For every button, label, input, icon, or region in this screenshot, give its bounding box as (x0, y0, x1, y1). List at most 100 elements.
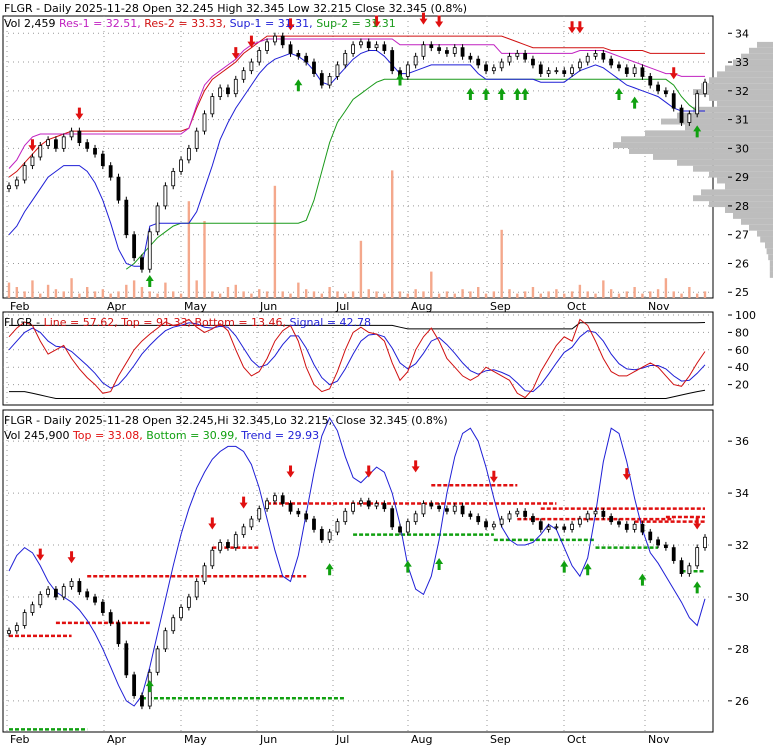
candle-body-85 (671, 547, 676, 562)
volume-bar-70 (555, 289, 558, 298)
candle-body-12 (100, 601, 105, 613)
volume-bar-20 (164, 282, 167, 298)
candle-body-10 (85, 142, 90, 149)
trend-buy-arrow-4 (560, 560, 569, 573)
candle-body-48 (382, 503, 387, 510)
candle-body-53 (421, 503, 426, 515)
y-tick-label-0: 25 (735, 286, 749, 299)
panel-price: 25 26 27 28 29 30 31 32 33 34 Feb Apr May Jun Jul Aug Se… (2, 2, 773, 313)
price-header-line2: Vol 2,459 Res-1 = 32.51, Res-2 = 33.33, … (4, 17, 396, 30)
volume-bar-87 (688, 287, 691, 298)
candle-body-51 (405, 64, 410, 77)
panel-price-frame (2, 15, 714, 299)
candle-body-51 (405, 521, 410, 533)
candle-body-76 (601, 53, 606, 60)
volume-bar-30 (242, 291, 245, 298)
candle-body-84 (663, 544, 668, 549)
osc-signal-val: Signal = 42.78 (290, 316, 372, 329)
candle-body-75 (593, 510, 598, 515)
candle-body-66 (523, 53, 528, 60)
candle-body-12 (100, 153, 105, 167)
candle-body-82 (648, 531, 653, 541)
osc-top-line (9, 322, 706, 330)
volume-bar-2 (23, 291, 26, 298)
x-tick-label-6: Sep (490, 300, 511, 313)
y-tick-label-2: 30 (735, 591, 749, 604)
y-tick-label-1: 26 (735, 257, 749, 270)
volume-bar-73 (578, 284, 582, 298)
volume-bar-50 (398, 291, 402, 298)
candle-body-83 (656, 539, 660, 546)
y-tick-label-3: 80 (735, 326, 749, 339)
candle-body-57 (452, 47, 457, 54)
volume-bar-61 (484, 293, 488, 298)
trend-buy-arrow-2 (403, 560, 412, 573)
candle-body-42 (335, 521, 340, 533)
volume-profile-bar-23 (717, 177, 773, 184)
y-tick-label-3: 32 (735, 539, 749, 552)
candle-body-13 (108, 165, 113, 178)
buy-arrow-8 (614, 87, 623, 100)
trend-levels (9, 484, 705, 731)
candle-body-23 (186, 596, 191, 608)
buy-arrow-5 (497, 87, 506, 100)
buy-arrow-0 (145, 274, 154, 287)
volume-bar-4 (39, 293, 42, 298)
trend-buy-arrow-0 (145, 680, 154, 693)
volume-bar-54 (430, 271, 433, 298)
candle-body-37 (296, 510, 301, 515)
candle-body-25 (202, 565, 207, 582)
sup1-line (8, 50, 705, 267)
candle-body-39 (312, 61, 316, 74)
volume-bars (7, 170, 707, 298)
volume-profile-bar-32 (757, 230, 773, 237)
sell-arrow-2 (231, 47, 240, 60)
volume-bar-7 (62, 291, 65, 298)
volume-bar-35 (281, 291, 284, 298)
x-tick-label-3: Jun (259, 733, 277, 745)
volume-bar-34 (273, 185, 277, 298)
candle-body-80 (632, 67, 637, 74)
trend-ticker: FLGR (4, 414, 33, 427)
candle-body-3 (30, 604, 35, 613)
sell-arrow-10 (669, 67, 678, 80)
buy-arrow-1 (294, 79, 303, 92)
volume-bar-78 (617, 293, 621, 298)
volume-bar-60 (477, 287, 480, 298)
volume-bar-48 (383, 293, 386, 298)
trend-vol: Vol 245,900 (4, 429, 73, 442)
candle-body-35 (280, 495, 285, 504)
candle-body-87 (687, 565, 692, 574)
volume-bar-59 (469, 291, 472, 298)
trend-sell-arrow-1 (67, 551, 76, 564)
sell-arrow-4 (286, 18, 295, 31)
candle-body-19 (155, 648, 160, 673)
price-desc: - Daily 2025-11-28 Open 32.245 High 32.3… (33, 2, 467, 15)
volume-bar-66 (523, 291, 527, 298)
osc-header: FLGR - Line = 57.62, Top = 91.33, Bottom… (4, 316, 371, 329)
candle-body-38 (304, 55, 309, 63)
candle-body-23 (186, 147, 191, 161)
candle-body-45 (359, 500, 363, 504)
volume-bar-81 (641, 293, 644, 298)
candle-body-36 (288, 44, 293, 54)
panel-trend-y-ticks: 26 28 30 32 34 36 (728, 435, 749, 708)
volume-bar-55 (437, 293, 441, 298)
candle-body-37 (296, 53, 301, 57)
volume-bar-28 (226, 287, 230, 298)
buy-arrow-4 (482, 87, 491, 100)
volume-bar-12 (101, 289, 105, 298)
candle-body-50 (398, 526, 402, 533)
candle-body-67 (531, 516, 535, 523)
candle-body-9 (77, 580, 82, 593)
candle-body-21 (171, 170, 176, 187)
price-sup1: Sup-1 = 31.31, (230, 17, 317, 30)
volume-bar-49 (390, 170, 394, 298)
candle-body-73 (577, 518, 582, 525)
volume-bar-67 (531, 287, 535, 298)
y-tick-label-5: 36 (735, 435, 749, 448)
candle-body-38 (304, 513, 309, 520)
volume-profile-bar-31 (749, 224, 773, 231)
volume-bar-27 (218, 293, 222, 298)
